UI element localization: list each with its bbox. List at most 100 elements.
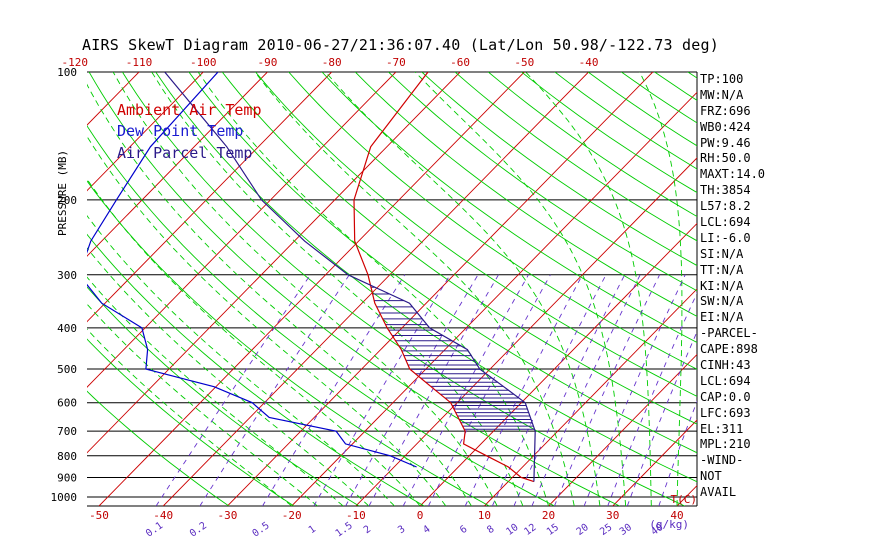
moist-adiabat-line (151, 72, 524, 506)
isotherm-line (87, 72, 461, 454)
isotherm-line (612, 419, 697, 506)
dry-adiabat-line (188, 72, 697, 454)
moist-adiabat-line (87, 135, 447, 506)
moist-adiabat-line (112, 72, 498, 506)
dry-adiabat-line (87, 125, 555, 506)
index-tt: TT:N/A (700, 262, 744, 277)
sounding-series (87, 72, 536, 483)
moist-adiabat-line (87, 83, 472, 506)
isotherm-line (0, 72, 75, 506)
dry-adiabat-line (421, 72, 697, 267)
index-rh: RH:50.0 (700, 151, 751, 166)
temp-tick--30: -30 (218, 509, 238, 522)
isotherm-line (0, 72, 11, 506)
mixing-ratio-tick-label: 2 (362, 524, 373, 536)
isotherm-line (87, 72, 397, 388)
index-pw: PW:9.46 (700, 135, 751, 150)
index-cinh: CINH:43 (700, 358, 751, 373)
moist-adiabat-lines (87, 72, 683, 506)
mixing-ratio-tick-label: 10 (504, 522, 520, 538)
mixing-ratio-line (155, 274, 311, 506)
index-mw: MW:N/A (700, 87, 744, 102)
isotherm-line (87, 72, 268, 257)
series-air-parcel-temp (164, 72, 536, 482)
y-axis-label: PRESSURE (MB) (56, 149, 69, 236)
index-maxt: MAXT:14.0 (700, 167, 766, 182)
mixing-ratio-tick-label: 8 (485, 524, 496, 536)
legend-dew-point-temp: Dew Point Temp (117, 122, 244, 140)
mixing-ratio-tick-label: 0.2 (188, 520, 209, 539)
mixing-ratio-tick-label: 0.5 (251, 520, 272, 539)
cape-hatching (370, 286, 535, 430)
index-l57: L57:8.2 (700, 199, 751, 214)
moist-adiabat-line (87, 214, 395, 506)
parcel-header: -PARCEL- (700, 326, 758, 341)
wind-not: NOT (700, 469, 722, 484)
pressure-tick-100: 100 (57, 66, 77, 79)
temp-tick-20: 20 (542, 509, 555, 522)
index-tp: TP:100 (700, 72, 744, 86)
moist-adiabat-line (197, 72, 550, 506)
top-temp-tick--110: -110 (126, 56, 153, 69)
index-el: EL:311 (700, 421, 744, 436)
dry-adiabat-line (488, 72, 697, 217)
pressure-tick-300: 300 (57, 269, 77, 282)
dry-adiabat-line (87, 180, 490, 506)
pressure-tick-500: 500 (57, 363, 77, 376)
pressure-tick-700: 700 (57, 425, 77, 438)
moist-adiabat-line (87, 276, 344, 506)
mixing-ratio-tick-label: 4 (421, 524, 432, 536)
pressure-tick-400: 400 (57, 322, 77, 335)
isotherm-line (98, 72, 525, 506)
isotherm-line (355, 157, 697, 506)
dry-adiabat-line (388, 72, 697, 292)
series-dew-point-temp (87, 72, 417, 468)
moist-adiabat-line (639, 72, 683, 506)
index-cape: CAPE:898 (700, 342, 758, 357)
index-frz: FRZ:696 (700, 103, 751, 118)
dry-adiabat-line (87, 338, 295, 506)
series-ambient-air-temp (353, 72, 535, 483)
index-ki: KI:N/A (700, 278, 744, 293)
temp-tick-30: 30 (606, 509, 619, 522)
index-wb0: WB0:424 (700, 119, 751, 134)
mixing-ratio-line (583, 274, 686, 506)
mixing-ratio-tick-label: 20 (575, 522, 591, 538)
mixing-ratio-unit-label: (g/kg) (649, 518, 689, 531)
isotherm-line (227, 72, 654, 506)
mixing-ratio-tick-label: 30 (618, 522, 634, 538)
isobar-lines (87, 71, 698, 507)
temp-tick-40: 40 (670, 509, 683, 522)
index-sw: SW:N/A (700, 294, 744, 309)
dry-adiabat-line (454, 72, 697, 242)
dry-adiabat-line (321, 72, 697, 343)
temp-tick--10: -10 (346, 509, 366, 522)
dry-adiabat-line (554, 72, 697, 170)
mixing-ratio-line (427, 274, 551, 506)
pressure-tick-800: 800 (57, 450, 77, 463)
dry-adiabat-lines (87, 72, 697, 506)
pressure-tick-200: 200 (57, 194, 77, 207)
index-lcl: LCL:694 (700, 215, 751, 230)
mixing-ratio-tick-label: 1 (307, 524, 318, 536)
mixing-ratio-tick-label: 12 (522, 522, 538, 538)
dry-adiabat-line (122, 72, 685, 506)
temp-tick--50: -50 (89, 509, 109, 522)
mixing-ratio-line (658, 400, 697, 506)
mixing-ratio-tick-label: 0.1 (144, 520, 165, 539)
dry-adiabat-line (255, 72, 697, 397)
temp-tick-10: 10 (478, 509, 491, 522)
top-temp-tick--90: -90 (257, 56, 277, 69)
top-temp-tick--100: -100 (190, 56, 217, 69)
index-si: SI:N/A (700, 246, 744, 261)
temp-tick--40: -40 (153, 509, 173, 522)
mixing-ratio-tick-label: 3 (396, 524, 407, 536)
dry-adiabat-line (155, 72, 697, 483)
wind-header: -WIND- (700, 453, 744, 468)
mixing-ratio-line (491, 274, 607, 506)
legend-ambient-air-temp: Ambient Air Temp (117, 101, 262, 119)
mixing-ratio-line (368, 274, 499, 506)
top-temp-tick--60: -60 (450, 56, 470, 69)
dry-adiabat-line (221, 72, 697, 425)
